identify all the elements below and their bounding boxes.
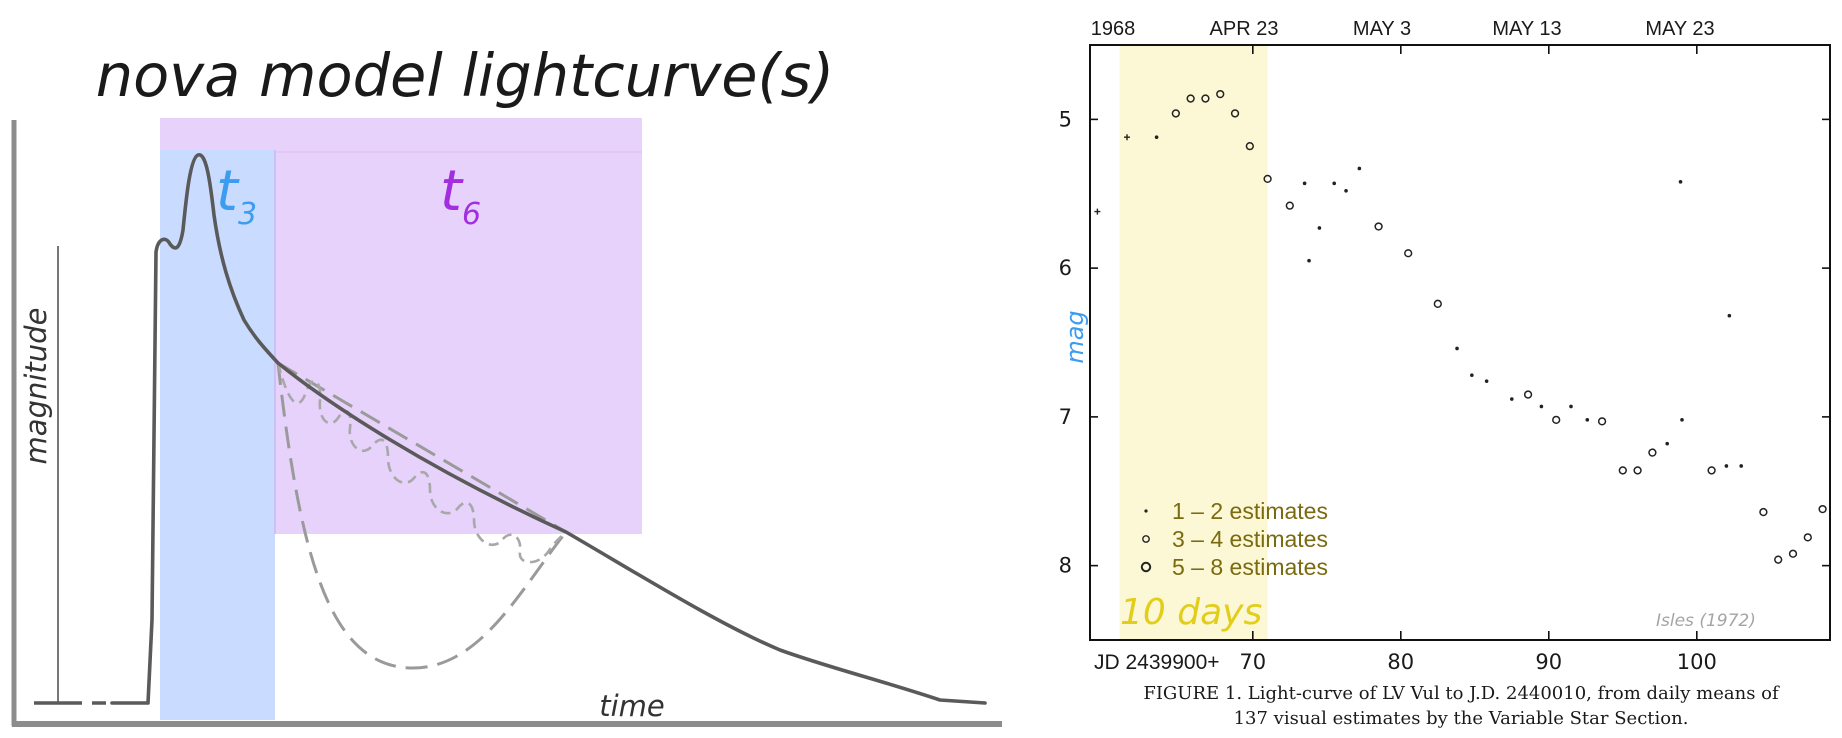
x-tick-label-90: 90 bbox=[1535, 650, 1562, 674]
data-point-21 bbox=[1470, 373, 1474, 378]
data-point-32 bbox=[1648, 448, 1657, 457]
solid-lightcurve bbox=[110, 153, 987, 705]
data-point-23 bbox=[1510, 397, 1514, 401]
x-tick-label-70: 70 bbox=[1239, 650, 1266, 674]
data-point-43 bbox=[1803, 533, 1812, 542]
data-point-38 bbox=[1739, 464, 1743, 468]
data-point-39 bbox=[1727, 313, 1732, 318]
y-tick-label-8: 8 bbox=[1059, 554, 1072, 578]
figure-caption-line2: 137 visual estimates by the Variable Sta… bbox=[1234, 708, 1689, 729]
data-point-12 bbox=[1307, 258, 1311, 263]
data-point-4 bbox=[1186, 94, 1195, 103]
lightcurve-panel: 1968 APR 23 MAY 3 MAY 13 MAY 23 5 6 7 8 70 8… bbox=[1059, 18, 1831, 729]
legend-label-1: 1 – 2 estimates bbox=[1172, 498, 1328, 524]
data-point-2 bbox=[1154, 135, 1159, 140]
top-label-may23: MAY 23 bbox=[1645, 18, 1714, 40]
data-point-30 bbox=[1618, 466, 1627, 475]
data-point-27 bbox=[1569, 404, 1573, 409]
data-point-0 bbox=[1094, 208, 1101, 215]
data-point-20 bbox=[1455, 346, 1459, 351]
mag-axis-label: mag bbox=[1061, 310, 1089, 363]
data-point-11 bbox=[1302, 181, 1307, 186]
credit-label: Isles (1972) bbox=[1656, 611, 1756, 631]
data-point-16 bbox=[1357, 166, 1362, 171]
data-point-44 bbox=[1818, 504, 1827, 514]
data-point-15 bbox=[1344, 188, 1348, 193]
data-point-34 bbox=[1680, 418, 1684, 422]
dashed-straight-decline bbox=[277, 361, 567, 534]
data-point-40 bbox=[1759, 507, 1768, 517]
data-point-17 bbox=[1374, 222, 1383, 231]
dashed-decline-paths bbox=[276, 361, 568, 670]
data-point-25 bbox=[1539, 404, 1544, 409]
data-point-35 bbox=[1678, 180, 1683, 184]
top-label-may3: MAY 3 bbox=[1353, 18, 1411, 40]
y-tick-label-7: 7 bbox=[1059, 405, 1072, 429]
y-ticks: 5 6 7 8 bbox=[1059, 107, 1830, 578]
top-label-1968: 1968 bbox=[1091, 18, 1136, 40]
data-point-7 bbox=[1230, 109, 1240, 118]
data-point-36 bbox=[1707, 466, 1716, 475]
data-point-26 bbox=[1552, 415, 1561, 425]
data-point-22 bbox=[1484, 379, 1489, 383]
y-tick-label-6: 6 bbox=[1059, 256, 1072, 280]
schematic-title: nova model lightcurve(s) bbox=[96, 41, 835, 110]
data-point-41 bbox=[1774, 555, 1783, 564]
top-label-apr23: APR 23 bbox=[1210, 18, 1279, 40]
ten-days-label: 10 days bbox=[1120, 592, 1262, 633]
data-point-29 bbox=[1597, 417, 1607, 426]
data-point-31 bbox=[1633, 466, 1642, 475]
data-point-37 bbox=[1724, 464, 1729, 468]
data-point-13 bbox=[1317, 226, 1322, 230]
legend: 1 – 2 estimates 3 – 4 estimates 5 – 8 es… bbox=[1140, 498, 1328, 580]
data-points bbox=[1094, 89, 1827, 564]
x-axis-label: time bbox=[599, 689, 665, 723]
data-point-1 bbox=[1124, 134, 1130, 141]
dashed-dip-decline bbox=[276, 362, 568, 670]
legend-label-2: 3 – 4 estimates bbox=[1172, 526, 1328, 552]
x-ticks: 70 80 90 100 bbox=[1239, 45, 1717, 674]
data-point-18 bbox=[1404, 249, 1413, 258]
data-point-19 bbox=[1433, 299, 1442, 308]
data-point-42 bbox=[1788, 549, 1798, 558]
data-point-28 bbox=[1585, 418, 1590, 422]
top-date-labels: 1968 APR 23 MAY 3 MAY 13 MAY 23 bbox=[1091, 18, 1715, 40]
ten-days-band bbox=[1119, 45, 1268, 640]
top-label-may13: MAY 13 bbox=[1492, 18, 1561, 40]
data-point-33 bbox=[1665, 441, 1669, 446]
t3-label: t3 bbox=[216, 159, 257, 232]
x-tick-label-80: 80 bbox=[1387, 650, 1414, 674]
data-point-10 bbox=[1285, 201, 1294, 210]
x-origin-label: JD 2439900+ bbox=[1094, 651, 1220, 674]
x-tick-label-100: 100 bbox=[1677, 650, 1717, 674]
legend-marker-small-circle bbox=[1142, 535, 1150, 543]
dashed-oscillation-path bbox=[276, 362, 567, 564]
legend-marker-small-dot bbox=[1144, 509, 1148, 513]
figure-caption-line1: FIGURE 1. Light-curve of LV Vul to J.D. … bbox=[1143, 683, 1780, 704]
y-tick-label-5: 5 bbox=[1059, 107, 1072, 131]
data-point-5 bbox=[1201, 94, 1210, 103]
y-axis-label: magnitude bbox=[19, 308, 53, 465]
data-point-8 bbox=[1245, 142, 1254, 151]
legend-label-3: 5 – 8 estimates bbox=[1172, 554, 1328, 580]
t6-label: t6 bbox=[440, 159, 481, 232]
data-point-14 bbox=[1332, 181, 1336, 186]
data-point-24 bbox=[1523, 390, 1533, 399]
data-point-3 bbox=[1171, 109, 1180, 118]
legend-marker-large-circle bbox=[1140, 561, 1152, 573]
data-point-9 bbox=[1263, 174, 1272, 184]
schematic-panel: nova model lightcurve(s) t3 t6 magnitude… bbox=[11, 41, 1002, 727]
plot-frame bbox=[1089, 44, 1831, 641]
data-point-6 bbox=[1216, 89, 1225, 99]
